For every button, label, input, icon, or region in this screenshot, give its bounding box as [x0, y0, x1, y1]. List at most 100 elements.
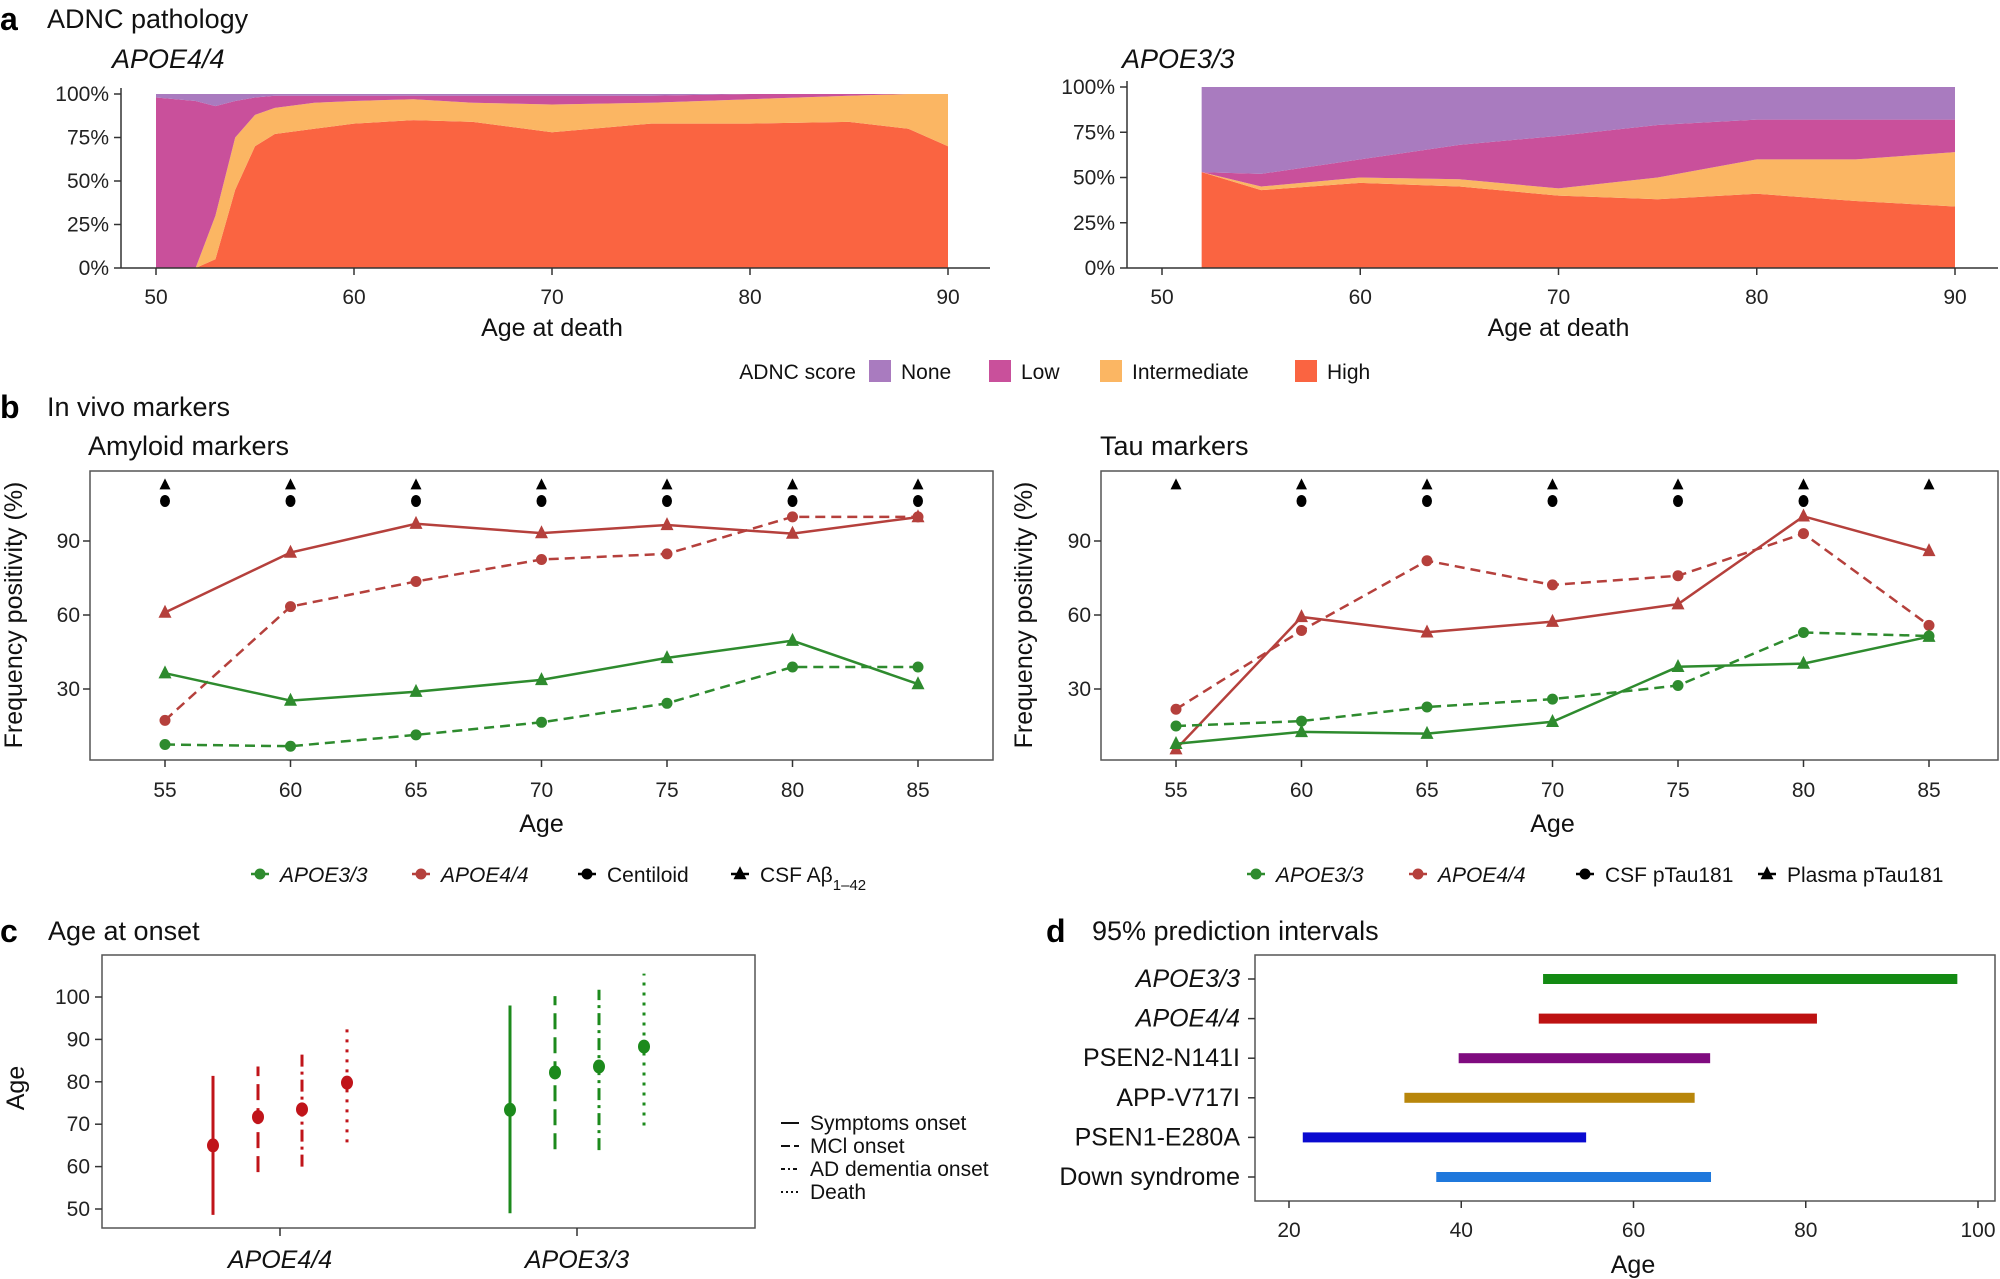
- bar-label: APOE3/3: [1134, 965, 1240, 993]
- legend-label-text: APOE3/3: [278, 864, 368, 887]
- data-point: [284, 544, 297, 558]
- significance-triangle: [410, 478, 422, 490]
- y-tick-label: 25%: [67, 214, 109, 237]
- significance-triangle: [912, 478, 924, 490]
- legend-label: APOE4/4: [439, 864, 529, 887]
- data-point: [285, 740, 296, 752]
- x-tick-label: 40: [1450, 1219, 1473, 1242]
- y-tick-label: 75%: [1073, 121, 1115, 144]
- panel-title-b: In vivo markers: [47, 392, 230, 422]
- y-tick-label: 100%: [55, 83, 109, 106]
- x-tick-label: 70: [530, 779, 553, 802]
- panel-letter-c: c: [0, 913, 18, 949]
- panel-title-d: 95% prediction intervals: [1092, 916, 1379, 946]
- x-tick-label: 90: [936, 286, 959, 309]
- x-tick-label: 75: [1666, 779, 1689, 802]
- data-point: [1798, 627, 1809, 639]
- significance-circle: [285, 495, 296, 507]
- interval-bar-APOE4/4: [1538, 1013, 1817, 1024]
- x-tick-label: 75: [655, 779, 678, 802]
- data-point: [410, 729, 422, 741]
- significance-circle: [411, 495, 421, 507]
- legend-label: CSF Aβ1–42: [760, 864, 866, 894]
- legend-label-text: CSF pTau181: [1605, 864, 1733, 887]
- panel-subtitle: APOE4/4: [110, 44, 225, 74]
- x-tick-label: 60: [279, 779, 302, 802]
- significance-triangle: [1547, 478, 1558, 490]
- x-tick-label: 90: [1943, 286, 1966, 309]
- data-point: [912, 511, 924, 523]
- data-point: [1295, 609, 1308, 623]
- x-tick-label: 80: [781, 779, 804, 802]
- legend-label: None: [901, 361, 951, 384]
- x-axis-title: Age at death: [481, 314, 623, 342]
- interval-bar-APOE3/3: [1543, 974, 1958, 984]
- area-none: [1201, 87, 1955, 174]
- data-point: [1546, 613, 1559, 627]
- legend-title: ADNC score: [739, 361, 856, 384]
- significance-circle: [1296, 495, 1307, 507]
- x-tick-label: 80: [1792, 779, 1815, 802]
- x-tick-label: 85: [906, 779, 929, 802]
- y-tick-label: 90: [1068, 530, 1091, 553]
- x-tick-label: 70: [1547, 286, 1570, 309]
- x-tick-label: 60: [1349, 286, 1372, 309]
- area-intermediate: [156, 94, 948, 268]
- legend-label-text: Centiloid: [607, 864, 689, 887]
- data-point: [787, 511, 798, 523]
- data-point: [1421, 701, 1433, 713]
- bar-label: APOE4/4: [1134, 1005, 1240, 1033]
- point-estimate: [252, 1109, 264, 1124]
- area-high: [1201, 172, 1955, 268]
- area-low: [1201, 119, 1955, 189]
- y-tick-label: 50%: [67, 170, 109, 193]
- y-tick-label: 30: [57, 678, 80, 701]
- plot-frame: [1100, 470, 1999, 761]
- significance-triangle: [159, 478, 171, 490]
- area-intermediate: [1201, 152, 1955, 207]
- data-point: [1296, 715, 1307, 727]
- data-point: [535, 672, 548, 686]
- point-estimate: [638, 1039, 650, 1054]
- significance-triangle: [1421, 478, 1433, 490]
- data-point: [1170, 720, 1182, 732]
- point-estimate: [549, 1065, 561, 1080]
- legend-label: MCl onset: [810, 1135, 905, 1158]
- data-point: [1547, 579, 1558, 591]
- x-tick-label: 80: [1794, 1219, 1817, 1242]
- legend-label: Low: [1021, 361, 1060, 384]
- interval-bar-Down syndrome: [1436, 1172, 1712, 1182]
- data-point: [1923, 619, 1935, 631]
- data-point: [1169, 735, 1183, 749]
- legend-label: Plasma pTau181: [1787, 864, 1943, 887]
- panel-subtitle: Tau markers: [1100, 431, 1249, 461]
- y-tick-label: 60: [1068, 604, 1091, 627]
- y-axis-title: Frequency positivity (%): [1010, 482, 1038, 749]
- legend-circle-icon: [1579, 868, 1591, 880]
- significance-triangle: [661, 478, 673, 490]
- data-point: [536, 716, 547, 728]
- data-point: [409, 515, 423, 529]
- plot-frame: [101, 954, 756, 1229]
- series-line-APOE3/3-CSF Aβ1–42: [164, 639, 919, 702]
- data-point: [1672, 680, 1684, 692]
- significance-triangle: [1798, 478, 1809, 490]
- data-point: [1420, 725, 1434, 739]
- panel-subtitle: Amyloid markers: [88, 431, 289, 461]
- data-point: [1420, 624, 1434, 638]
- data-point: [409, 683, 423, 697]
- data-point: [1547, 693, 1558, 705]
- legend-swatch-high: [1295, 360, 1317, 382]
- legend-circle-icon: [1250, 868, 1262, 880]
- legend-label: Intermediate: [1132, 361, 1249, 384]
- x-tick-label: 60: [1290, 779, 1313, 802]
- y-tick-label: 70: [67, 1113, 90, 1136]
- x-tick-label: 80: [1745, 286, 1768, 309]
- data-point: [536, 554, 547, 565]
- significance-triangle: [285, 478, 296, 490]
- data-point: [410, 575, 422, 587]
- point-estimate: [504, 1102, 516, 1117]
- data-point: [1798, 528, 1809, 540]
- data-point: [1170, 703, 1182, 715]
